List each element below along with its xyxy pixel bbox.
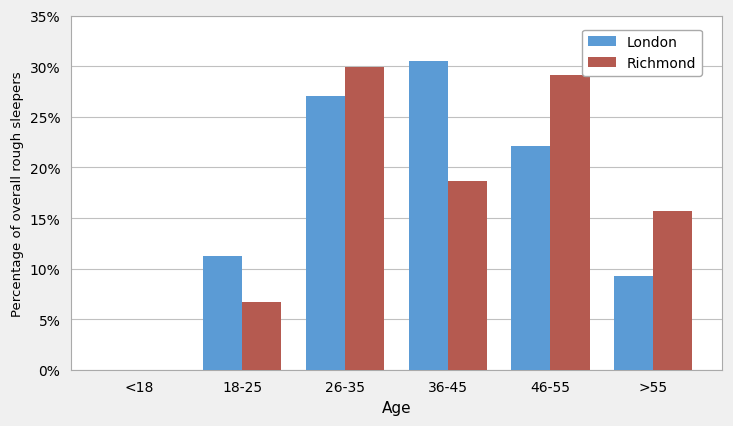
Bar	[512, 147, 550, 370]
Bar	[242, 302, 281, 370]
Y-axis label: Percentage of overall rough sleepers: Percentage of overall rough sleepers	[11, 71, 24, 316]
Bar	[306, 96, 345, 370]
Legend: London, Richmond: London, Richmond	[583, 31, 702, 77]
Bar	[653, 211, 692, 370]
Bar	[550, 76, 589, 370]
Bar	[614, 276, 653, 370]
Bar	[409, 62, 448, 370]
Bar	[203, 256, 242, 370]
Bar	[345, 68, 384, 370]
X-axis label: Age: Age	[382, 400, 411, 415]
Bar	[448, 181, 487, 370]
